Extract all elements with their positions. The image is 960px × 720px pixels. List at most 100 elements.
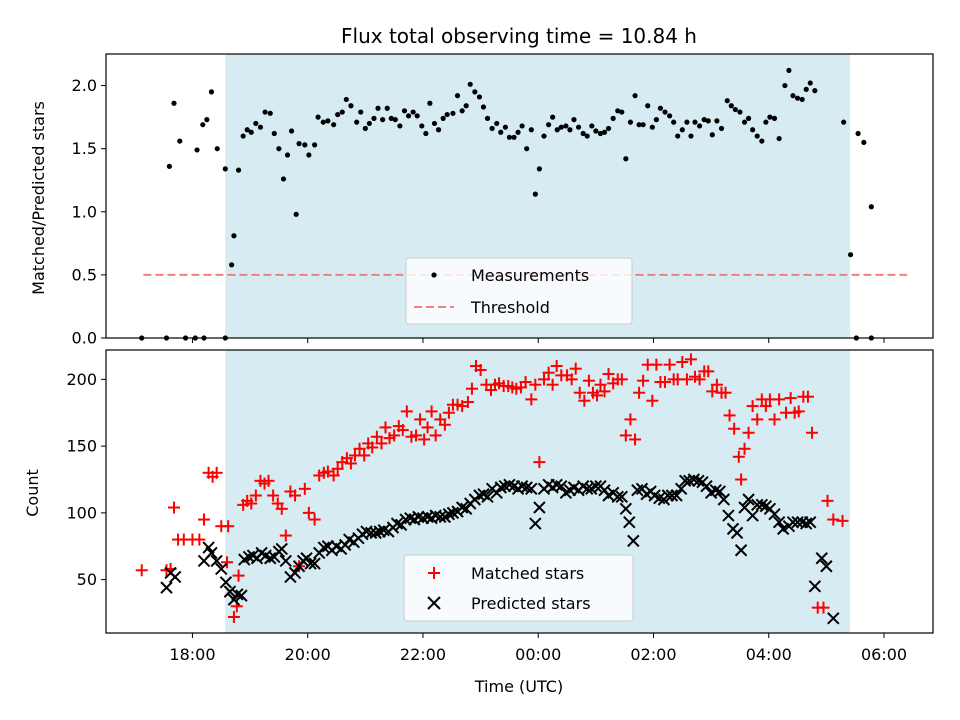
predicted-star-point-b	[421, 510, 434, 524]
measurement-point	[302, 142, 308, 148]
predicted-star-point	[730, 526, 744, 540]
matched-star-point	[438, 418, 451, 431]
measurement-point	[536, 166, 542, 172]
measurement-point	[667, 113, 673, 119]
predicted-star-point-b	[342, 533, 356, 546]
measurement-point	[253, 120, 259, 127]
matched-star-point	[275, 502, 288, 515]
bottom-x-tick-label: 00:00	[515, 645, 561, 664]
bottom-count-points	[135, 353, 849, 625]
predicted-star-point-b	[555, 479, 568, 493]
matched-star-point	[227, 610, 240, 623]
predicted-star-point-b	[700, 479, 713, 493]
predicted-star-point	[279, 554, 293, 568]
predicted-star-point	[623, 515, 636, 529]
measurement-point	[450, 110, 456, 116]
predicted-star-point	[455, 501, 469, 514]
measurement-point	[276, 146, 282, 152]
measurement-point	[177, 138, 183, 144]
legend-matched-marker	[428, 567, 440, 579]
measurement-point	[794, 95, 801, 101]
predicted-star-point-b	[627, 534, 640, 548]
predicted-star-point	[742, 493, 755, 506]
measurement-point	[284, 152, 291, 158]
predicted-star-point-b	[308, 557, 321, 570]
matched-star-point	[792, 405, 805, 418]
measurement-point	[754, 133, 760, 139]
predicted-star-point-b	[653, 491, 666, 505]
matched-star-point	[805, 426, 818, 439]
predicted-star-point	[734, 544, 748, 557]
measurement-point	[737, 109, 743, 115]
matched-star-point	[569, 362, 582, 375]
matched-star-point	[784, 392, 797, 405]
matched-star-point	[232, 569, 245, 582]
predicted-star-point	[772, 515, 786, 529]
predicted-star-point-b	[481, 490, 494, 504]
measurement-point	[244, 127, 250, 133]
measurement-point	[558, 124, 564, 130]
matched-star-point	[197, 513, 210, 526]
measurement-point	[463, 103, 469, 109]
x-axis-label: Time (UTC)	[474, 677, 563, 696]
measurement-point	[524, 146, 530, 152]
predicted-star-point-b	[589, 479, 603, 493]
measurement-point	[427, 100, 433, 106]
measurement-point	[653, 117, 659, 123]
predicted-star-point-b	[800, 517, 813, 530]
predicted-star-point	[700, 479, 713, 493]
measurement-point	[339, 109, 345, 115]
measurement-point	[847, 252, 854, 258]
measurement-point	[696, 123, 703, 129]
matched-star-point	[637, 374, 650, 387]
measurement-point	[240, 133, 246, 139]
predicted-star-point	[755, 498, 769, 512]
bottom-y-tick-label: 50	[77, 570, 97, 589]
measurement-point	[423, 130, 429, 137]
matched-star-point	[379, 421, 392, 434]
predicted-star-point-b	[227, 593, 241, 606]
predicted-star-point	[390, 517, 404, 530]
top-y-tick-label: 2.0	[72, 76, 97, 95]
predicted-star-point	[713, 485, 726, 498]
top-measurement-points	[139, 67, 874, 341]
matched-star-point	[533, 456, 546, 469]
predicted-star-point-b	[223, 585, 237, 598]
bottom-legend-frame	[403, 554, 634, 622]
measurement-point	[431, 120, 438, 127]
matched-star-point	[706, 385, 719, 398]
measurement-point	[575, 124, 582, 130]
matched-star-point	[168, 501, 181, 514]
matched-star-point	[135, 564, 148, 577]
bottom-legend: Matched stars Predicted stars	[403, 554, 634, 622]
bottom-axes: 50 100 150 200 18:00 20:00 22:00 00:00 02:00 04:0…	[66, 349, 934, 664]
matched-star-point	[525, 393, 538, 406]
measurement-point	[467, 81, 473, 87]
measurement-point	[511, 134, 517, 140]
measurement-point	[705, 118, 711, 124]
predicted-star-point-b	[670, 489, 683, 502]
predicted-star-point	[205, 546, 218, 560]
predicted-star-point-b	[369, 526, 382, 540]
predicted-star-point-b	[786, 515, 800, 529]
measurement-point	[718, 125, 725, 132]
matched-star-point	[222, 520, 235, 533]
legend-measurement-marker	[431, 272, 437, 278]
predicted-star-point-b	[730, 526, 744, 540]
predicted-star-point-b	[210, 554, 223, 568]
matched-star-point	[193, 533, 206, 546]
measurement-point	[312, 142, 318, 148]
predicted-star-point-b	[734, 544, 748, 557]
measurement-point	[541, 133, 547, 139]
measurement-point	[331, 122, 337, 128]
legend-measurements-label: Measurements	[471, 266, 589, 285]
predicted-star-point-b	[390, 517, 404, 530]
matched-star-point	[591, 389, 604, 402]
predicted-star-point-b	[648, 489, 661, 502]
measurement-point	[248, 129, 254, 135]
predicted-star-point	[692, 474, 705, 488]
measurement-point	[571, 117, 577, 123]
predicted-star-point-b	[738, 501, 751, 514]
predicted-star-point-b	[746, 509, 759, 522]
predicted-star-point-b	[455, 501, 469, 514]
